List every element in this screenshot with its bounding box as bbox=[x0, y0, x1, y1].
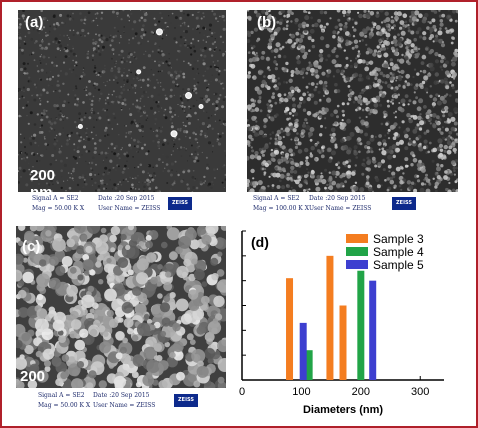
sem-image-a bbox=[18, 10, 226, 192]
legend-swatch bbox=[346, 247, 368, 256]
panel-c-label: (c) bbox=[22, 238, 41, 255]
legend-label: Sample 4 bbox=[373, 245, 424, 259]
sem-image-c bbox=[16, 226, 226, 388]
panel-c-user: User Name = ZEISS bbox=[93, 402, 156, 409]
panel-a-info-bar: Signal A = SE2 Mag = 50.00 K X Date :20 … bbox=[18, 192, 226, 216]
legend-label: Sample 3 bbox=[373, 232, 424, 246]
zeiss-logo-icon: ZEISS bbox=[168, 197, 192, 210]
legend-label: Sample 5 bbox=[373, 258, 424, 272]
bar-sample-5 bbox=[369, 280, 377, 380]
zeiss-logo-icon: ZEISS bbox=[392, 197, 416, 210]
panel-a-date: Date :20 Sep 2015 bbox=[98, 195, 155, 202]
x-tick-label: 0 bbox=[239, 386, 245, 398]
x-tick-label: 300 bbox=[411, 386, 429, 398]
panel-a-user: User Name = ZEISS bbox=[98, 205, 161, 212]
panel-c-signal: Signal A = SE2 bbox=[38, 392, 85, 399]
zeiss-logo-icon: ZEISS bbox=[174, 394, 198, 407]
panel-a-label: (a) bbox=[25, 14, 44, 31]
bar-sample-4 bbox=[357, 270, 365, 380]
panel-c-info-bar: Signal A = SE2 Mag = 50.00 K X Date :20 … bbox=[16, 388, 226, 414]
panel-a-signal: Signal A = SE2 bbox=[32, 195, 79, 202]
panel-c-date: Date :20 Sep 2015 bbox=[93, 392, 150, 399]
bar-sample-5 bbox=[299, 322, 307, 380]
x-axis-label: Diameters (nm) bbox=[303, 404, 383, 416]
bar-sample-3 bbox=[339, 305, 347, 380]
x-tick-label: 200 bbox=[352, 386, 370, 398]
panel-d-label: (d) bbox=[251, 234, 269, 250]
panel-b-user: User Name = ZEISS bbox=[309, 205, 372, 212]
panel-b-date: Date :20 Sep 2015 bbox=[309, 195, 366, 202]
panel-b-mag: Mag = 100.00 K X bbox=[253, 205, 309, 212]
panel-a-mag: Mag = 50.00 K X bbox=[32, 205, 85, 212]
bar-sample-4 bbox=[305, 350, 313, 380]
x-tick-label: 100 bbox=[292, 386, 310, 398]
panel-b-signal: Signal A = SE2 bbox=[253, 195, 300, 202]
sem-image-b bbox=[247, 10, 458, 192]
panel-b-label: (b) bbox=[257, 14, 277, 31]
histogram-svg: 0 100 200 300 Diameters (nm) Counts (d) Sample … bbox=[225, 230, 444, 416]
y-axis-label: Counts bbox=[234, 287, 237, 325]
bar-sample-3 bbox=[286, 278, 294, 380]
bar-sample-3 bbox=[326, 255, 334, 380]
panel-c-mag: Mag = 50.00 K X bbox=[38, 402, 91, 409]
legend-swatch bbox=[346, 234, 368, 243]
panel-b-info-bar: Signal A = SE2 Mag = 100.00 K X Date :20… bbox=[247, 192, 458, 216]
legend-swatch bbox=[346, 260, 368, 269]
panel-d-chart: 0 100 200 300 Diameters (nm) Counts (d) Sample … bbox=[225, 226, 474, 422]
